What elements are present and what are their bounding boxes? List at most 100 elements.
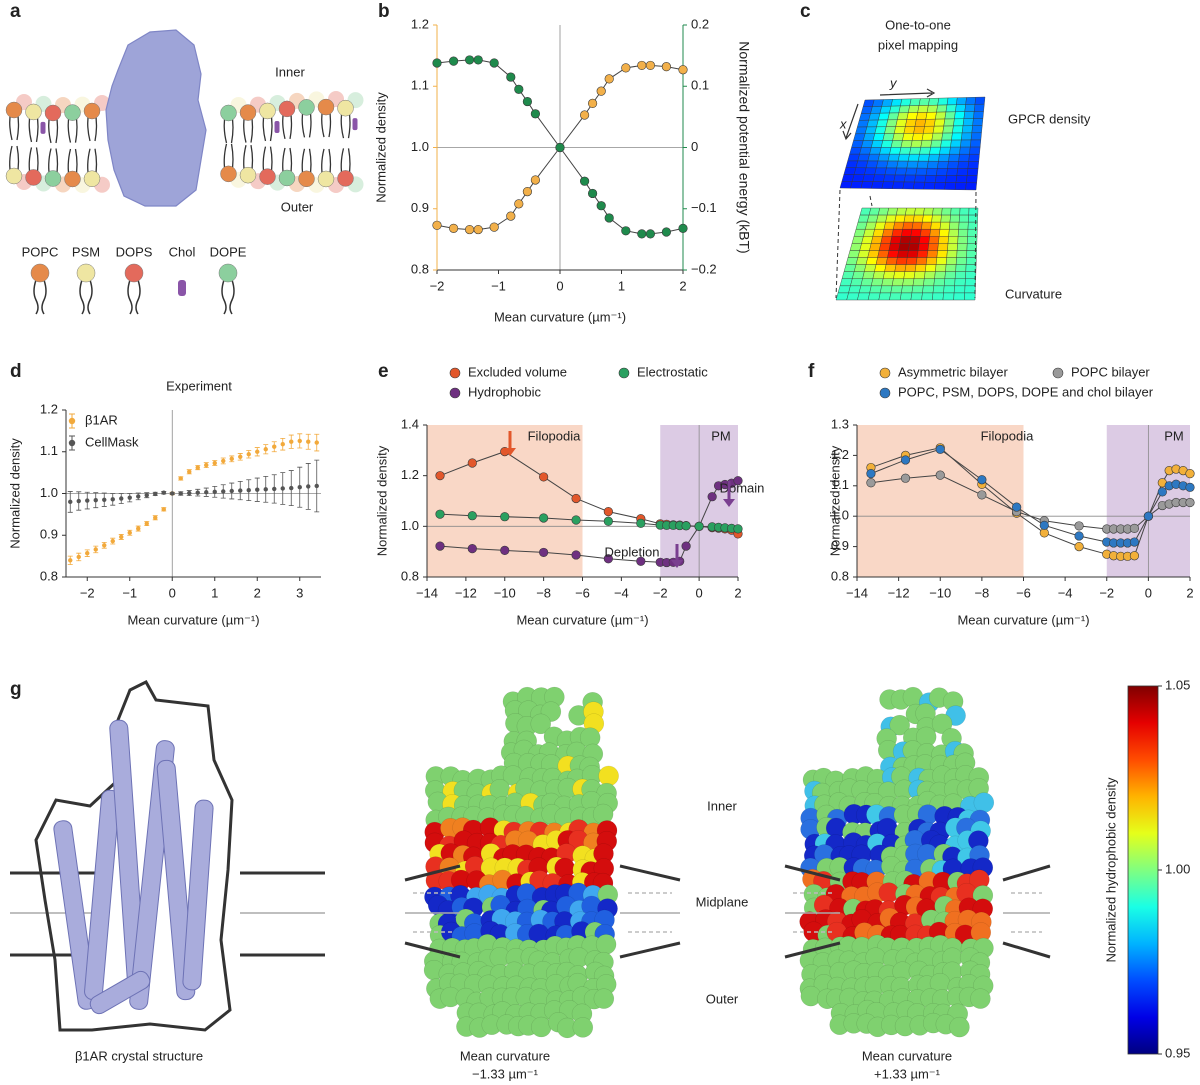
grid-cell [919,146,931,155]
y-tick-label: 0.8 [401,568,419,583]
grid-cell [904,264,917,272]
grid-cell [916,160,929,169]
grid-cell [946,97,958,106]
grid-cell [921,292,934,301]
data-point [596,201,606,211]
grid-cell [922,214,933,223]
data-point [587,188,598,199]
legend-marker [618,367,630,379]
grid-cell [902,278,915,287]
lipid-head [278,100,296,118]
grid-cell [899,147,912,155]
membrane-line [404,864,461,882]
grid-cell [869,147,882,155]
grid-cell [966,168,979,176]
grid-cell [944,271,956,279]
grid-cell [871,140,884,148]
grid-cell [850,278,863,287]
data-point [539,547,549,558]
grid-cell [951,132,963,141]
data-point [678,223,688,233]
data-point [93,497,98,503]
grid-cell [923,278,935,287]
caption: +1.33 µm⁻¹ [874,1066,941,1081]
grid-cell [935,264,947,272]
grid-cell [953,285,966,294]
grid-cell [870,236,883,244]
grid-cell [955,104,966,113]
layer-label: Outer [706,991,739,1006]
grid-cell [878,112,890,121]
grid-cell [949,146,961,155]
surface-patch [598,765,619,787]
data-point [506,211,516,221]
grid-cell [895,119,908,127]
grid-cell [914,174,927,183]
grid-cell [879,105,892,114]
panel-c-title: pixel mapping [878,37,958,52]
grid-cell [899,236,912,244]
data-point [204,490,209,495]
lipid-icon-tail [33,279,47,315]
grid-cell [974,96,986,105]
grid-cell [849,147,862,155]
grid-cell [884,126,896,134]
grid-cell [902,221,914,230]
grid-cell [964,104,976,112]
grid-cell [956,168,969,176]
data-point [195,490,200,495]
grid-cell [931,214,942,223]
arrow-head [723,499,735,507]
legend-marker [68,417,76,425]
grid-cell [957,229,969,237]
grid-cell [955,264,967,272]
data-point [127,495,132,500]
caption: β1AR crystal structure [75,1048,203,1063]
grid-cell [891,278,904,287]
grid-cell [934,271,946,279]
grid-cell [894,167,908,176]
grid-cell [968,207,979,216]
x-tick-label: −14 [846,585,868,600]
grid-cell [923,182,936,190]
x-tick-label: −2 [1099,585,1114,600]
grid-cell [861,236,874,244]
grid-cell [867,292,881,301]
data-point [238,488,243,493]
lipid-head [337,99,354,117]
grid-cell [893,221,905,230]
data-point [272,444,277,449]
data-point [195,465,200,470]
membrane-line [404,941,461,959]
grid-cell [910,292,923,301]
grid-cell [926,104,938,113]
panel-letter: g [10,679,22,700]
data-point [85,551,90,556]
grid-cell [841,174,855,182]
grid-cell [881,278,894,287]
grid-cell [887,250,899,258]
grid-cell [926,250,938,258]
grid-cell [862,174,875,182]
data-point [221,489,226,494]
grid-cell [955,175,968,183]
leaflet-label: Inner [275,64,305,79]
grid-cell [973,111,984,119]
grid-cell [945,264,957,272]
grid-cell [943,118,955,127]
grid-cell [853,264,867,272]
data-point [571,493,581,504]
grid-cell [942,125,954,134]
grid-cell [925,257,938,265]
data-point [1185,482,1195,492]
grid-cell [881,181,895,189]
data-point [170,491,175,496]
grid-cell [941,207,952,216]
x-tick-label: −6 [575,585,590,600]
y-tick-label: 1.0 [40,485,58,500]
data-point [636,556,646,566]
panel-letter: e [378,361,389,382]
lipid-head [259,102,276,120]
grid-cell [935,257,947,265]
grid-cell [875,257,888,265]
